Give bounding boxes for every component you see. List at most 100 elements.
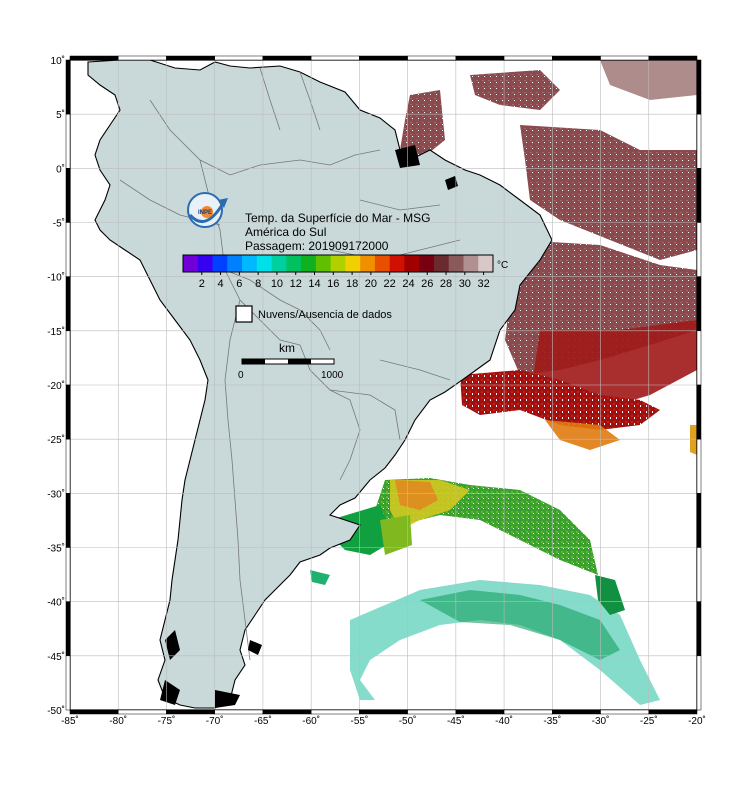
- colorbar-tick-label: 6: [236, 278, 242, 290]
- lon-tick-label: -80˚: [109, 715, 127, 727]
- colorbar-swatch: [183, 255, 199, 272]
- lat-tick-label: -10˚: [47, 272, 65, 284]
- lat-tick-label: 0˚: [56, 163, 65, 175]
- colorbar-tick-label: 14: [308, 278, 320, 290]
- frame-segment-bottom: [600, 709, 650, 715]
- lat-tick-label: -35˚: [47, 543, 65, 555]
- frame-segment-left: [65, 547, 71, 602]
- colorbar-tick-label: 26: [421, 278, 433, 290]
- colorbar-swatch: [227, 255, 243, 272]
- frame-segment-right: [696, 113, 702, 169]
- colorbar-tick-label: 4: [218, 278, 224, 290]
- lon-tick-label: -35˚: [543, 715, 561, 727]
- colorbar-swatch: [242, 255, 258, 272]
- frame-segment-top: [262, 55, 312, 61]
- frame-segment-top: [69, 55, 119, 61]
- frame-ticks: [65, 55, 702, 715]
- lat-tick-label: -40˚: [47, 597, 65, 609]
- colorbar-swatch: [286, 255, 302, 272]
- frame-segment-top: [407, 55, 457, 61]
- colorbar-tick-label: 24: [402, 278, 414, 290]
- frame-segment-left: [65, 222, 71, 277]
- frame-segment-left: [65, 601, 71, 657]
- frame-segment-right: [696, 59, 702, 115]
- frame-segment-bottom: [69, 709, 119, 715]
- lat-tick-label: -25˚: [47, 434, 65, 446]
- lon-tick-label: -25˚: [640, 715, 658, 727]
- colorbar-tick-label: 20: [365, 278, 377, 290]
- colorbar-ticks: 2 4 6 8 10 12 14 16 18 20 22 24 26 28 30 32: [199, 272, 490, 290]
- colorbar-swatch: [271, 255, 287, 272]
- frame-segment-right: [696, 493, 702, 548]
- frame-segment-bottom: [262, 709, 312, 715]
- frame-segment-top: [648, 55, 698, 61]
- colorbar-tick-label: 18: [346, 278, 358, 290]
- lon-tick-label: -75˚: [158, 715, 176, 727]
- lat-tick-label: -30˚: [47, 488, 65, 500]
- frame-segment-top: [359, 55, 408, 61]
- colorbar-tick-label: 12: [290, 278, 302, 290]
- lat-tick-label: -45˚: [47, 651, 65, 663]
- frame-segment-left: [65, 384, 71, 440]
- colorbar-frame: [182, 254, 494, 273]
- lon-tick-label: -40˚: [495, 715, 513, 727]
- lon-tick-label: -30˚: [592, 715, 610, 727]
- lat-tick-label: 5˚: [56, 109, 65, 121]
- colorbar-swatch: [301, 255, 317, 272]
- latitude-labels: 10˚ 5˚ 0˚ -5˚ -10˚ -15˚ -20˚ -25˚ -30˚ -35˚ -40˚ -4…: [47, 55, 65, 717]
- frame-segment-right: [696, 547, 702, 602]
- frame-segment-bottom: [648, 709, 698, 715]
- colorbar-tick-label: 30: [459, 278, 471, 290]
- colorbar-swatch: [360, 255, 376, 272]
- colorbar-swatch: [448, 255, 464, 272]
- lon-tick-label: -55˚: [350, 715, 368, 727]
- scale-unit: km: [279, 341, 295, 355]
- scale-bar: km 0 1000: [238, 341, 344, 381]
- colorbar-swatch: [374, 255, 391, 272]
- lat-tick-label: -5˚: [53, 218, 65, 230]
- longitude-labels: -85˚ -80˚ -75˚ -70˚ -65˚ -60˚ -55˚ -50˚ -45˚ -40˚…: [61, 715, 706, 727]
- colorbar-tick-label: 22: [384, 278, 396, 290]
- colorbar-swatch: [389, 255, 405, 272]
- lon-tick-label: -60˚: [302, 715, 320, 727]
- colorbar-swatch: [433, 255, 450, 272]
- colorbar-swatch: [404, 255, 420, 272]
- colorbar-tick-label: 32: [477, 278, 489, 290]
- frame-segment-bottom: [310, 709, 360, 715]
- colorbar-swatch: [330, 255, 346, 272]
- colorbar-tick-label: 16: [327, 278, 339, 290]
- frame-segment-left: [65, 493, 71, 548]
- frame-segment-top: [503, 55, 553, 61]
- map-title: Temp. da Superfície do Mar - MSG: [245, 211, 430, 225]
- frame-segment-left: [65, 655, 71, 711]
- frame-segment-left: [65, 330, 71, 386]
- frame-segment-bottom: [166, 709, 215, 715]
- lat-tick-label: 10˚: [51, 55, 65, 67]
- scale-start: 0: [238, 370, 244, 381]
- frame-segment-left: [65, 438, 71, 494]
- frame-segment-bottom: [455, 709, 505, 715]
- lat-tick-label: -50˚: [47, 705, 65, 717]
- frame-segment-left: [65, 276, 71, 332]
- frame-segment-left: [65, 59, 71, 115]
- lon-tick-label: -70˚: [206, 715, 224, 727]
- frame-segment-top: [166, 55, 215, 61]
- frame-segment-top: [600, 55, 650, 61]
- colorbar-tick-label: 8: [255, 278, 261, 290]
- frame-segment-right: [696, 655, 702, 711]
- colorbar-swatch: [345, 255, 361, 272]
- coast-details: [160, 145, 458, 708]
- lon-tick-label: -45˚: [447, 715, 465, 727]
- colorbar-swatch: [197, 255, 214, 272]
- cloud-legend-swatch: [235, 305, 253, 323]
- frame-segment-top: [552, 55, 601, 61]
- frame-segment-top: [455, 55, 505, 61]
- lat-tick-label: -15˚: [47, 326, 65, 338]
- frame-segment-right: [696, 276, 702, 332]
- inpe-logo: INPE: [187, 192, 228, 228]
- colorbar-swatch: [256, 255, 273, 272]
- frame-segment-bottom: [503, 709, 553, 715]
- frame-segment-right: [696, 330, 702, 386]
